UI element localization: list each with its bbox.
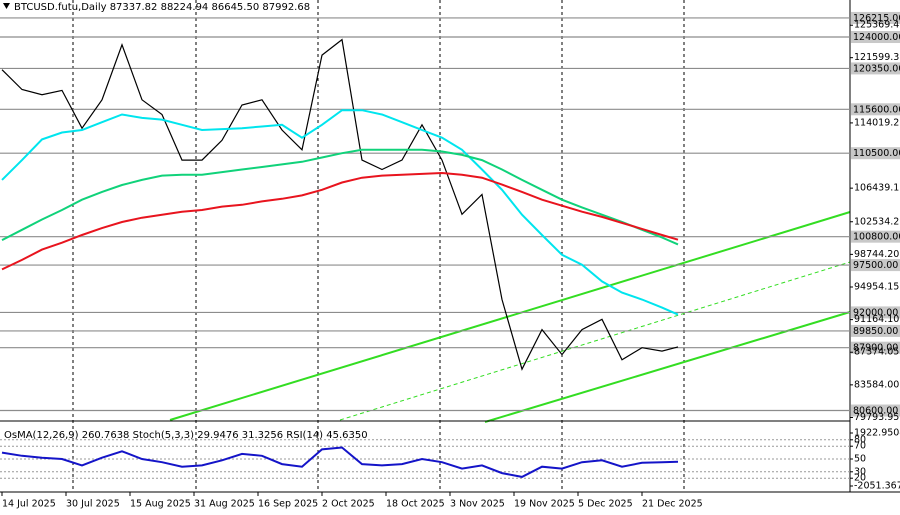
y-tick-label: 30 — [854, 466, 866, 477]
x-tick-label: 14 Jul 2025 — [2, 499, 56, 510]
level-label-box — [851, 147, 900, 160]
level-label: 80600.00 — [853, 406, 898, 417]
series-line — [1, 109, 679, 316]
x-tick-label: 30 Jul 2025 — [66, 499, 120, 510]
y-tick-label: 91164.10 — [854, 314, 899, 325]
level-label-box — [851, 62, 900, 75]
level-label: 126215.00 — [853, 13, 900, 24]
series-line — [1, 171, 679, 271]
indicator-header: OsMA(12,26,9) 260.7638 Stoch(5,3,3) 29.9… — [4, 430, 368, 441]
y-tick-label: 114019.25 — [854, 117, 900, 128]
y-tick-label: 79793.95 — [854, 412, 899, 423]
x-tick-label: 15 Aug 2025 — [130, 499, 191, 510]
chart-header: BTCUSD.futu,Daily 87337.82 88224.94 8664… — [14, 2, 310, 13]
x-tick-label: 3 Nov 2025 — [450, 499, 505, 510]
y-tick-label: 50 — [854, 454, 866, 465]
x-tick-label: 18 Oct 2025 — [386, 499, 445, 510]
level-label-box — [851, 341, 900, 354]
level-label-box — [851, 306, 900, 319]
y-tick-label: 125369.40 — [854, 20, 900, 31]
level-label-box — [851, 11, 900, 24]
y-tick-label: 102534.25 — [854, 216, 900, 227]
level-label-box — [851, 404, 900, 417]
level-label-box — [851, 324, 900, 337]
level-label: 100800.00 — [853, 232, 900, 243]
y2-tick-label: -2051.3672 — [854, 481, 900, 492]
level-label-box — [851, 259, 900, 272]
x-tick-label: 19 Nov 2025 — [514, 499, 575, 510]
x-tick-label: 31 Aug 2025 — [194, 499, 255, 510]
y-tick-label: 70 — [854, 441, 866, 452]
y-tick-label: 121599.35 — [854, 52, 900, 63]
level-label: 97500.00 — [853, 260, 898, 271]
y-tick-label: 83584.00 — [854, 379, 899, 390]
series-line — [1, 446, 679, 478]
level-label: 124000.00 — [853, 32, 900, 43]
level-label: 92000.00 — [853, 307, 898, 318]
trend-line — [339, 261, 851, 421]
x-tick-label: 16 Sep 2025 — [258, 499, 318, 510]
level-label: 87900.00 — [853, 343, 898, 354]
level-label: 120350.00 — [853, 63, 900, 74]
series-line — [1, 38, 679, 371]
trend-line — [169, 211, 851, 421]
y-tick-label: 20 — [854, 473, 866, 484]
y2-tick-label: 1922.9504 — [854, 428, 900, 439]
x-tick-label: 21 Dec 2025 — [642, 499, 703, 510]
level-label: 89850.00 — [853, 326, 898, 337]
x-tick-label: 2 Oct 2025 — [322, 499, 375, 510]
series-line — [1, 148, 679, 246]
y-tick-label: 80 — [854, 434, 866, 445]
level-label-box — [851, 31, 900, 44]
header-arrow — [3, 3, 10, 9]
level-label: 115600.00 — [853, 104, 900, 115]
y-tick-label: 87374.05 — [854, 347, 899, 358]
level-label: 110500.00 — [853, 148, 900, 159]
level-label-box — [851, 103, 900, 116]
y-tick-label: 94954.15 — [854, 281, 899, 292]
y-tick-label: 106439.15 — [854, 183, 900, 194]
y-tick-label: 98744.20 — [854, 249, 899, 260]
level-label-box — [851, 230, 900, 243]
x-tick-label: 5 Dec 2025 — [578, 499, 633, 510]
